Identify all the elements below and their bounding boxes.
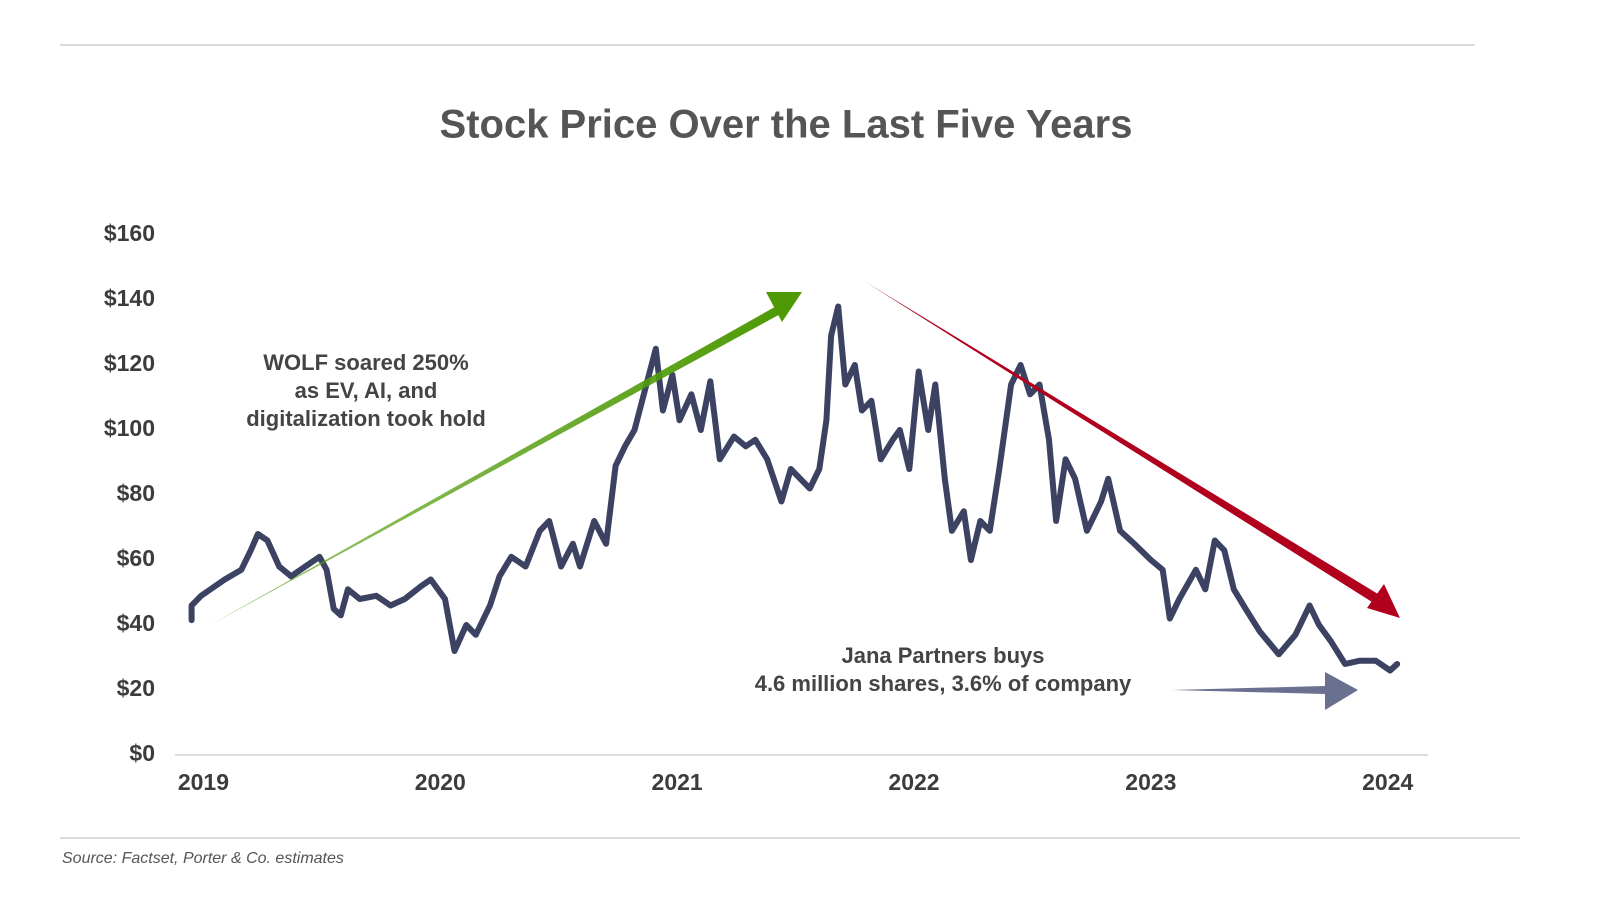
- fall-arrow-shaft: [864, 281, 1378, 602]
- fall-arrow-head: [1367, 584, 1400, 618]
- annotation-line: 4.6 million shares, 3.6% of company: [755, 671, 1132, 696]
- x-tick-label: 2021: [652, 769, 703, 795]
- annotation-line: WOLF soared 250%: [263, 350, 468, 375]
- x-tick-label: 2024: [1362, 769, 1413, 795]
- source-note: Source: Factset, Porter & Co. estimates: [62, 850, 344, 867]
- price-line: [188, 303, 1401, 674]
- annotation-line: Jana Partners buys: [842, 643, 1045, 668]
- y-tick-label: $60: [117, 545, 155, 571]
- x-tick-label: 2023: [1125, 769, 1176, 795]
- y-tick-label: $20: [117, 675, 155, 701]
- y-tick-label: $120: [104, 350, 155, 376]
- annotation-line: as EV, AI, and: [295, 378, 438, 403]
- y-tick-label: $140: [104, 285, 155, 311]
- buy-arrow-head: [1325, 672, 1358, 710]
- y-tick-label: $80: [117, 480, 155, 506]
- plot-area: $0 $20 $40 $60 $80 $100 $120 $140 $160 2019 2020 20…: [104, 220, 1428, 795]
- y-tick-label: $160: [104, 220, 155, 246]
- chart-title: Stock Price Over the Last Five Years: [440, 103, 1133, 147]
- y-tick-label: $0: [129, 740, 155, 766]
- y-tick-label: $40: [117, 610, 155, 636]
- y-tick-label: $100: [104, 415, 155, 441]
- x-tick-label: 2022: [888, 769, 939, 795]
- annotation-line: digitalization took hold: [246, 406, 486, 431]
- x-tick-label: 2020: [415, 769, 466, 795]
- rise-arrow-head: [766, 292, 802, 322]
- x-tick-label: 2019: [178, 769, 229, 795]
- rise-arrow-shaft: [210, 304, 784, 625]
- buy-arrow-shaft: [1172, 686, 1325, 694]
